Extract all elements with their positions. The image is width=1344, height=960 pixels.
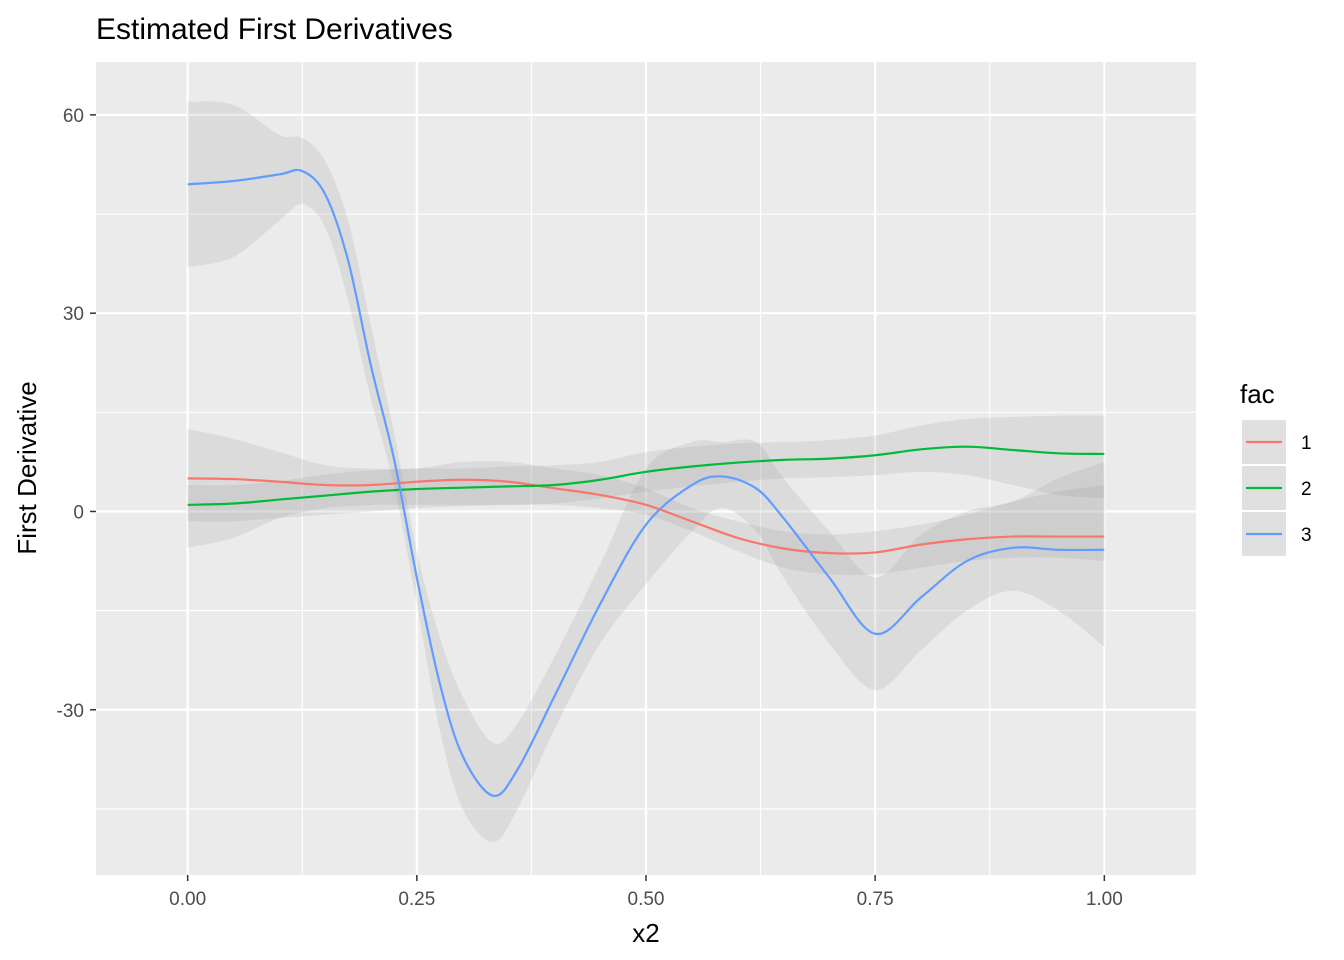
y-tick-label: 60 [63,106,84,127]
legend: fac 1 2 3 [1240,379,1312,556]
series-lines [187,168,1105,797]
x-tick-label: 0.50 [628,889,665,910]
y-axis-title: First Derivative [12,381,42,554]
x-tick-label: 0.75 [857,889,894,910]
series-line-3 [187,168,1105,797]
x-tick-label: 0.25 [398,889,435,910]
chart-title: Estimated First Derivatives [96,13,453,46]
y-tick-label: 0 [73,502,84,523]
major-gridlines [96,62,1196,875]
x-tick-label: 1.00 [1086,889,1123,910]
y-axis-ticks: -30 0 30 60 [57,106,96,722]
legend-label-2: 2 [1301,479,1312,500]
y-tick-label: -30 [57,701,84,722]
x-axis-title: x2 [632,918,659,948]
series-line-2 [187,445,1105,506]
x-axis-ticks: 0.00 0.25 0.50 0.75 1.00 [169,875,1123,910]
legend-title: fac [1240,379,1275,409]
confidence-band-series-2 [187,415,1105,522]
x-tick-label: 0.00 [169,889,206,910]
confidence-band-series-1 [187,428,1105,576]
y-tick-label: 30 [63,304,84,325]
legend-label-1: 1 [1301,433,1312,454]
legend-label-3: 3 [1301,525,1312,546]
series-line-1 [187,477,1105,555]
legend-items: 1 2 3 [1242,420,1312,556]
